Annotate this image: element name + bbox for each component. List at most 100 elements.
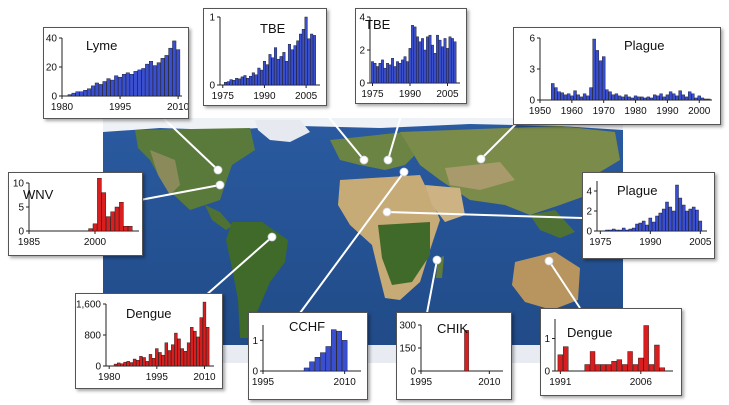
bar bbox=[694, 97, 698, 101]
bar bbox=[271, 57, 275, 86]
bar bbox=[446, 48, 449, 84]
bar bbox=[251, 72, 255, 86]
y-tick-label: 0 bbox=[586, 227, 592, 238]
bar bbox=[274, 47, 278, 86]
bar bbox=[672, 93, 676, 101]
y-tick-label: 3 bbox=[529, 65, 535, 76]
bar bbox=[700, 97, 705, 101]
bar bbox=[411, 25, 414, 84]
bar bbox=[151, 358, 156, 367]
bar bbox=[611, 94, 615, 101]
bar bbox=[659, 93, 663, 101]
bar bbox=[655, 215, 659, 232]
bar bbox=[665, 94, 670, 101]
bar bbox=[183, 351, 188, 367]
x-tick-label: 2005 bbox=[689, 237, 712, 248]
bar bbox=[301, 29, 305, 86]
bar bbox=[615, 229, 619, 232]
bar bbox=[83, 90, 88, 97]
bar bbox=[675, 95, 679, 101]
bar bbox=[614, 93, 619, 101]
panel-cchf: 1995 2010 0 1 CCHF bbox=[248, 312, 368, 400]
y-tick-label: 4 bbox=[359, 13, 365, 24]
y-tick-label: 20 bbox=[46, 63, 58, 74]
x-tick-label: 1970 bbox=[593, 106, 616, 117]
bar bbox=[152, 65, 157, 97]
bar bbox=[600, 364, 606, 372]
bar bbox=[396, 61, 399, 84]
bar bbox=[105, 216, 111, 232]
bar bbox=[406, 61, 409, 84]
bar bbox=[145, 63, 150, 97]
bar bbox=[418, 41, 422, 84]
panel-dengue-1: 1980 1995 2010 0 800 1,600 Dengue bbox=[75, 293, 223, 389]
bar bbox=[668, 206, 673, 232]
y-tick-label: 0 bbox=[544, 367, 550, 378]
bar bbox=[260, 69, 264, 86]
bar bbox=[94, 82, 99, 97]
bar bbox=[605, 89, 609, 101]
y-tick-label: 1 bbox=[252, 336, 258, 347]
bar bbox=[158, 352, 162, 367]
bar bbox=[240, 76, 244, 86]
x-tick-label: 2000 bbox=[688, 106, 711, 117]
bar bbox=[279, 56, 283, 86]
bar bbox=[616, 359, 623, 372]
bar bbox=[118, 76, 123, 97]
bar bbox=[310, 33, 314, 86]
y-tick-label: 0 bbox=[529, 96, 535, 107]
bar bbox=[464, 330, 469, 372]
bar bbox=[156, 62, 161, 97]
y-tick-label: 0 bbox=[410, 367, 416, 378]
x-tick-label: 1990 bbox=[253, 91, 276, 102]
bar bbox=[386, 63, 389, 84]
bar bbox=[161, 354, 165, 367]
x-tick-label: 2010 bbox=[167, 102, 188, 113]
bar bbox=[190, 327, 194, 367]
x-tick-label: 1990 bbox=[656, 106, 679, 117]
bar bbox=[621, 227, 626, 232]
bar bbox=[235, 77, 239, 86]
bar bbox=[685, 210, 689, 232]
bar bbox=[653, 94, 657, 101]
x-tick-label: 1960 bbox=[561, 106, 584, 117]
bar bbox=[691, 93, 695, 101]
bar bbox=[421, 38, 424, 84]
bar bbox=[129, 74, 134, 97]
bar bbox=[110, 79, 115, 97]
bar bbox=[625, 229, 629, 232]
chart-cchf: 1995 2010 0 1 bbox=[252, 325, 361, 388]
bar bbox=[688, 91, 692, 101]
chart-plague-1: 1950 1960 1970 1980 1990 2000 0 3 6 bbox=[529, 34, 712, 117]
chart-lyme: 1980 1995 2010 0 20 40 bbox=[46, 34, 188, 114]
bar bbox=[176, 49, 181, 97]
panel-tbe-1: 1975 1990 2005 0 1 TBE bbox=[203, 8, 327, 106]
panel-chik: 1995 2010 0 150 300 CHIK bbox=[396, 312, 512, 400]
bar bbox=[681, 204, 686, 232]
bar bbox=[654, 344, 660, 372]
bar bbox=[226, 81, 230, 86]
bar bbox=[671, 210, 676, 232]
bar bbox=[637, 96, 641, 101]
bar bbox=[102, 81, 107, 97]
y-tick-label: 40 bbox=[46, 34, 58, 45]
x-tick-label: 2006 bbox=[630, 377, 653, 388]
bar bbox=[584, 364, 590, 372]
bar bbox=[441, 46, 444, 84]
x-tick-label: 1995 bbox=[410, 377, 433, 388]
bar bbox=[621, 96, 625, 101]
bar bbox=[237, 78, 241, 86]
greenland bbox=[255, 120, 310, 142]
bar bbox=[307, 38, 311, 86]
bar bbox=[602, 56, 606, 101]
bar bbox=[443, 38, 447, 84]
y-tick-label: 10 bbox=[13, 179, 25, 190]
bar bbox=[691, 206, 696, 232]
panel-lyme: 1980 1995 2010 0 20 40 Lyme bbox=[43, 27, 189, 119]
bar bbox=[698, 220, 703, 232]
bar bbox=[148, 354, 153, 367]
bar bbox=[608, 229, 613, 232]
bar bbox=[576, 94, 580, 101]
chart-title-tbe-2: TBE bbox=[365, 17, 391, 32]
bar bbox=[106, 78, 111, 97]
